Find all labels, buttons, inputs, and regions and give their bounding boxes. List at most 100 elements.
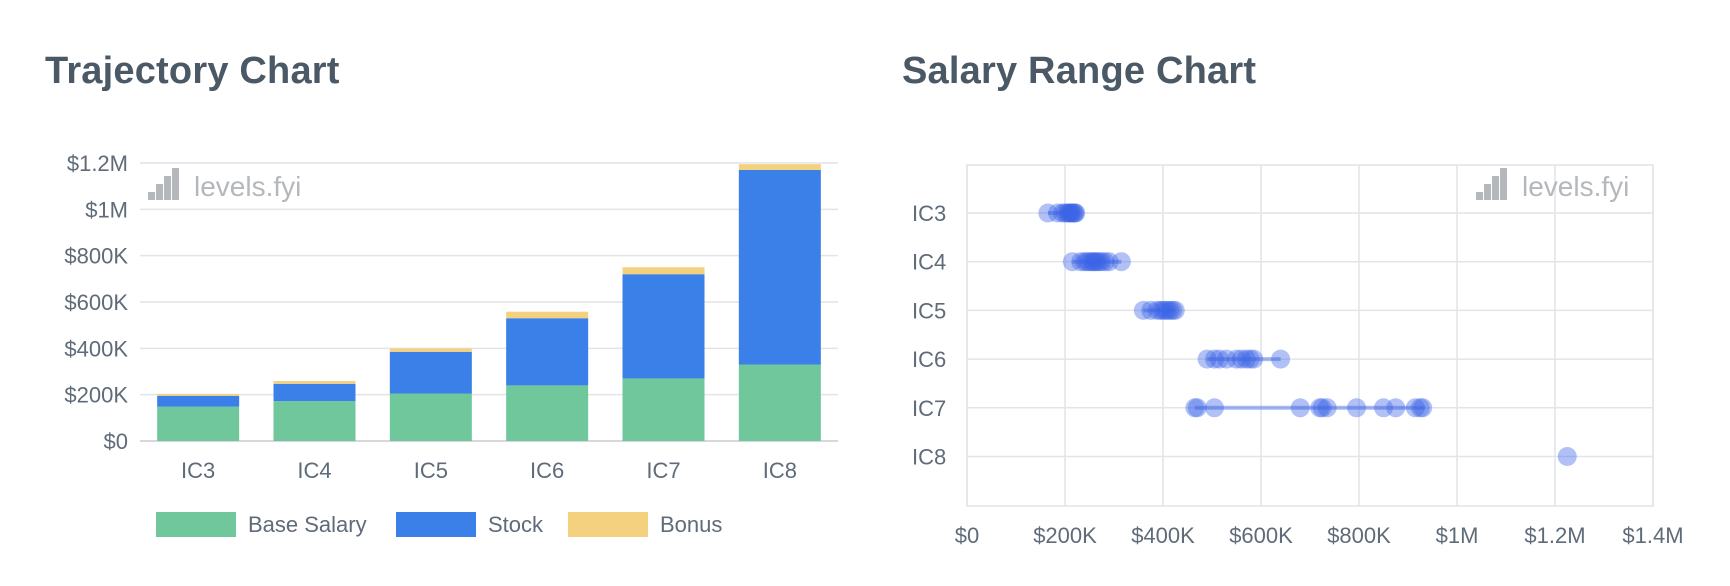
- data-point[interactable]: [1236, 349, 1256, 369]
- data-point[interactable]: [1290, 398, 1310, 418]
- data-point[interactable]: [1083, 252, 1103, 272]
- data-point[interactable]: [1062, 203, 1082, 223]
- watermark-text: levels.fyi: [194, 171, 301, 202]
- legend-item[interactable]: Base Salary: [156, 512, 367, 537]
- data-point[interactable]: [1048, 203, 1068, 223]
- stairs-step: [1476, 192, 1483, 200]
- data-point[interactable]: [1165, 300, 1185, 320]
- base-salary-bar[interactable]: [389, 393, 472, 441]
- data-point[interactable]: [1055, 203, 1075, 223]
- data-point[interactable]: [1080, 252, 1099, 272]
- trajectory-chart-title: Trajectory Chart: [45, 50, 340, 92]
- data-point[interactable]: [1062, 252, 1082, 272]
- data-point[interactable]: [1209, 349, 1229, 369]
- data-point[interactable]: [1160, 300, 1180, 320]
- stock-bar[interactable]: [506, 318, 589, 386]
- legend-swatch: [396, 512, 476, 537]
- data-point[interactable]: [1075, 252, 1095, 272]
- data-point[interactable]: [1087, 252, 1107, 272]
- x-tick-label: $1M: [1436, 523, 1479, 548]
- stock-bar[interactable]: [273, 383, 356, 402]
- data-point[interactable]: [1374, 398, 1393, 418]
- data-point[interactable]: [1061, 203, 1081, 223]
- data-point[interactable]: [1092, 252, 1112, 272]
- x-tick-label: IC4: [297, 458, 331, 483]
- data-point[interactable]: [1405, 398, 1425, 418]
- data-point[interactable]: [1133, 300, 1153, 320]
- data-point[interactable]: [1064, 203, 1084, 223]
- base-salary-bar[interactable]: [273, 401, 356, 441]
- data-point[interactable]: [1217, 349, 1237, 369]
- data-point[interactable]: [1077, 252, 1097, 272]
- data-point[interactable]: [1095, 252, 1115, 272]
- data-point[interactable]: [1163, 300, 1183, 320]
- bonus-bar[interactable]: [157, 393, 240, 396]
- data-point[interactable]: [1410, 398, 1430, 418]
- stock-bar[interactable]: [157, 395, 240, 407]
- data-point[interactable]: [1059, 203, 1079, 223]
- watermark: levels.fyi: [1476, 168, 1629, 202]
- data-point[interactable]: [1204, 398, 1224, 418]
- data-point[interactable]: [1158, 300, 1178, 320]
- data-point[interactable]: [1071, 252, 1091, 272]
- data-point[interactable]: [1317, 398, 1337, 418]
- data-point[interactable]: [1557, 447, 1577, 466]
- bonus-bar[interactable]: [738, 164, 821, 170]
- stock-bar[interactable]: [738, 169, 821, 365]
- bonus-bar[interactable]: [389, 348, 472, 352]
- range-row: [1038, 203, 1086, 223]
- data-point[interactable]: [1038, 203, 1058, 223]
- data-point[interactable]: [1413, 398, 1433, 418]
- base-salary-bar[interactable]: [157, 406, 240, 441]
- y-tick-label: $1.2M: [67, 151, 128, 176]
- data-point[interactable]: [1240, 349, 1260, 369]
- data-point[interactable]: [1386, 398, 1406, 418]
- base-salary-bar[interactable]: [622, 378, 705, 441]
- data-point[interactable]: [1244, 349, 1264, 369]
- data-point[interactable]: [1153, 300, 1173, 320]
- data-point[interactable]: [1111, 252, 1131, 272]
- legend: Base Salary Stock Bonus: [156, 512, 722, 537]
- base-salary-bar[interactable]: [738, 364, 821, 441]
- data-point[interactable]: [1197, 349, 1217, 369]
- data-point[interactable]: [1053, 203, 1073, 223]
- data-point[interactable]: [1085, 252, 1105, 272]
- data-point[interactable]: [1099, 252, 1119, 272]
- data-point[interactable]: [1227, 349, 1246, 369]
- y-tick-label: $0: [104, 429, 128, 454]
- trajectory-chart: $0 $200K $400K $600K $800K $1M $1.2M IC3 IC4 IC5 I…: [64, 151, 838, 537]
- data-point[interactable]: [1187, 398, 1207, 418]
- bonus-bar[interactable]: [506, 311, 589, 319]
- base-salary-bar[interactable]: [506, 385, 589, 441]
- legend-item[interactable]: Bonus: [568, 512, 722, 537]
- data-point[interactable]: [1151, 300, 1171, 320]
- data-point[interactable]: [1065, 203, 1085, 223]
- data-point[interactable]: [1312, 398, 1332, 418]
- data-point[interactable]: [1155, 300, 1175, 320]
- y-tick-label: $800K: [64, 244, 128, 269]
- data-point[interactable]: [1185, 398, 1205, 418]
- data-point[interactable]: [1347, 398, 1367, 418]
- x-tick-label: IC5: [414, 458, 448, 483]
- stock-bar[interactable]: [622, 274, 705, 379]
- data-point[interactable]: [1057, 203, 1077, 223]
- x-tick-label: IC8: [763, 458, 797, 483]
- data-point[interactable]: [1231, 349, 1251, 369]
- data-point[interactable]: [1204, 349, 1224, 369]
- legend-label: Stock: [488, 512, 544, 537]
- data-point[interactable]: [1147, 300, 1167, 320]
- data-point[interactable]: [1271, 349, 1291, 369]
- bonus-bar[interactable]: [622, 267, 705, 275]
- range-row: [1557, 447, 1577, 466]
- data-point[interactable]: [1082, 252, 1102, 272]
- data-point[interactable]: [1310, 398, 1330, 418]
- stock-bar[interactable]: [389, 351, 472, 394]
- legend-item[interactable]: Stock: [396, 512, 544, 537]
- data-point[interactable]: [1141, 300, 1161, 320]
- data-point[interactable]: [1060, 203, 1080, 223]
- x-tick-label: $0: [955, 523, 979, 548]
- bonus-bar[interactable]: [273, 380, 356, 384]
- data-point[interactable]: [1066, 203, 1086, 223]
- data-point[interactable]: [1089, 252, 1109, 272]
